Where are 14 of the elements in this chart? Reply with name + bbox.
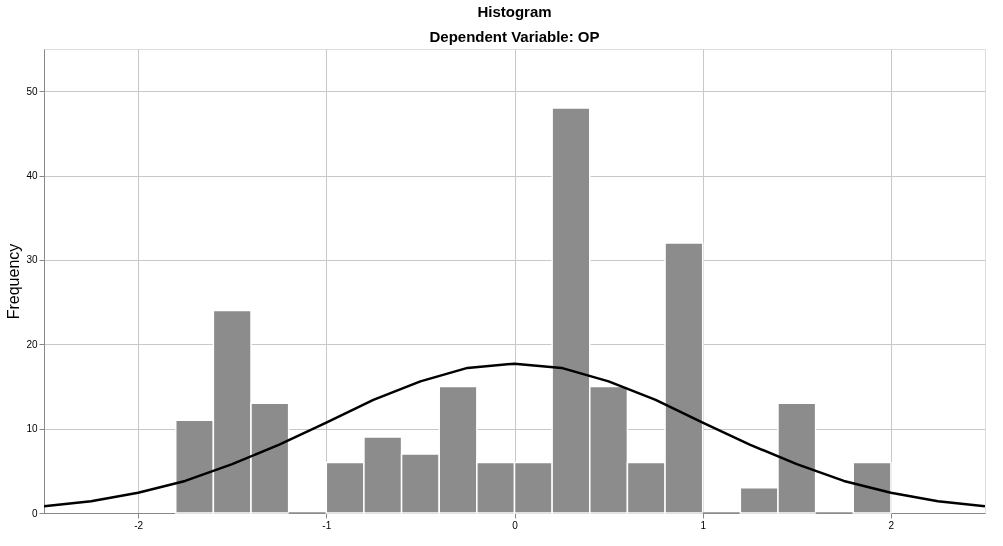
- x-tick-label: -1: [322, 519, 332, 531]
- x-tick-label: 0: [512, 519, 519, 531]
- chart-title: Histogram: [477, 3, 552, 20]
- y-tick-label: 30: [26, 254, 38, 266]
- chart-subtitle: Dependent Variable: OP: [429, 28, 600, 45]
- y-tick-label: 10: [26, 423, 38, 435]
- y-tick-label: 40: [26, 170, 38, 182]
- x-tick-label: 1: [700, 519, 707, 531]
- y-tick-label: 20: [26, 338, 38, 350]
- y-tick-label: 50: [26, 85, 38, 97]
- x-tick-label: 2: [888, 519, 895, 531]
- y-axis-title: Frequency: [5, 243, 23, 320]
- y-tick-label: 0: [31, 507, 38, 519]
- x-tick-label: -2: [134, 519, 144, 531]
